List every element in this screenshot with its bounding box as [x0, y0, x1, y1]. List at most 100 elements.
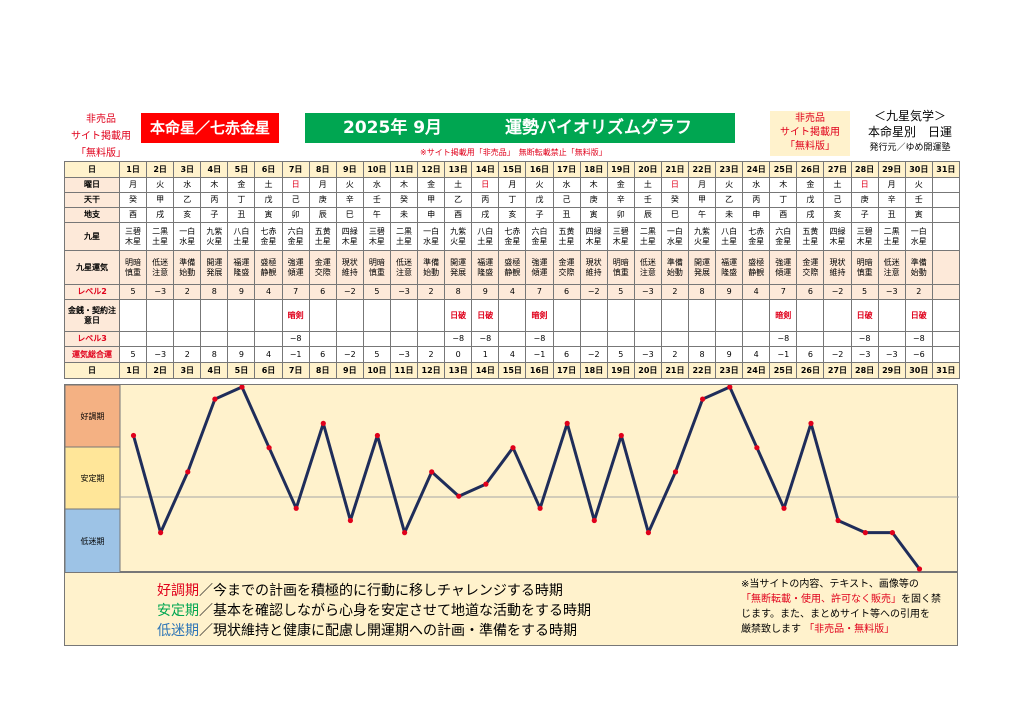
cell-line: 低迷 [883, 257, 900, 267]
cell-unki: 金運 交際 [552, 250, 581, 285]
cell-line: 交際 [314, 267, 331, 277]
cell-chishi: 午 [362, 207, 391, 223]
cell-days: 22日 [687, 161, 717, 178]
cell-line: 準備 [910, 257, 927, 267]
data-point [618, 432, 624, 439]
cell-weekday: 土 [633, 177, 662, 193]
cell-tenkan: 壬 [362, 192, 391, 208]
cell-days: 14日 [471, 362, 500, 379]
row-total: 運気総合運 5 −3 2 8 9 4 −1 6 −2 5 −3 2 0 1 4 −1 6 −2 5 −3 2 8 9 4 −1 6−… [64, 346, 960, 363]
cell-days: 17日 [552, 362, 581, 379]
row-label: 日 [64, 161, 120, 178]
cell-unki: 現状 維持 [579, 250, 608, 285]
cell-chishi: 寅 [254, 207, 283, 223]
cell-line: 強運 [531, 257, 548, 267]
fortune-table: 日 1日 2日 3日 4日 5日 6日 7日 8日 9日 10日 11日 12日 13日 14日 15日 16日… [64, 161, 960, 379]
data-point [185, 469, 191, 475]
label-line: 「無料版」 [785, 141, 835, 152]
cell-kinsen [308, 299, 337, 332]
stable-label: 安定期 [157, 603, 199, 619]
cell-unki: 現状 維持 [335, 250, 364, 285]
cell-total: 1 [471, 346, 500, 363]
cell-days: 11日 [389, 161, 419, 178]
cell-days: 7日 [281, 161, 310, 178]
cell-total: 2 [660, 346, 689, 363]
cell-tenkan: 癸 [389, 192, 419, 208]
label-line: サイト掲載用 [71, 131, 131, 142]
cell-line: 始動 [179, 267, 196, 277]
cell-chishi: 酉 [769, 207, 798, 223]
cell-line: 開運 [450, 257, 467, 267]
cell-kinsen: 暗剣 [281, 299, 310, 332]
cell-line: 六白 [287, 226, 304, 236]
data-point [564, 420, 570, 426]
cell-kinsen [118, 299, 148, 332]
cell-tenkan: 庚 [850, 192, 879, 208]
cell-kyusei: 六白 金星 [525, 222, 554, 251]
cell-kyusei: 九紫 火星 [444, 222, 473, 251]
row-tenkan: 天干癸甲乙丙丁戊己庚辛壬癸甲乙丙丁戊己庚辛壬癸甲乙丙丁戊己庚辛壬 [64, 192, 960, 208]
cell-kyusei: 二黒 土星 [389, 222, 419, 251]
cell-kyusei: 二黒 土星 [877, 222, 906, 251]
cell-line: 準備 [666, 257, 683, 267]
cell-chishi: 酉 [118, 207, 148, 223]
cell-level2: 5 [118, 284, 148, 300]
row-unki: 九星運気 明暗 慎重 低迷 注意 準備 始動 開運 発展 福運 隆盛 盛極 静観 強運 傾運 金運 交際 現状 維持… [64, 250, 960, 285]
data-point [402, 530, 408, 536]
row-days: 日 1日 2日 3日 4日 5日 6日 7日 8日 9日 10日 11日 12日 13日 14日 15日 16日… [64, 161, 960, 178]
row-chishi: 地支酉戌亥子丑寅卯辰巳午未申酉戌亥子丑寅卯辰巳午未申酉戌亥子丑寅 [64, 207, 960, 223]
series-line [132, 385, 921, 570]
cell-unki: 盛極 静観 [498, 250, 527, 285]
cell-kinsen [417, 299, 446, 332]
cell-unki: 明暗 慎重 [362, 250, 391, 285]
cell-days: 6日 [254, 362, 283, 379]
cell-weekday: 金 [227, 177, 256, 193]
cell-unki: 開運 発展 [687, 250, 717, 285]
cell-unki: 準備 始動 [660, 250, 689, 285]
cell-unki: 福運 隆盛 [471, 250, 500, 285]
stable-text: ／基本を確認しながら心身を安定させて地道な活動をする時期 [199, 603, 591, 619]
low-label: 低迷期 [157, 623, 199, 639]
cell-total: −3 [633, 346, 662, 363]
cell-level2: 6 [796, 284, 825, 300]
copy-line-red: 「無断転載・使用、許可なく販売」 [741, 594, 901, 605]
cell-level3 [877, 331, 906, 347]
cell-kinsen [715, 299, 744, 332]
cell-chishi: 戌 [471, 207, 500, 223]
cell-kyusei: 九紫 火星 [687, 222, 717, 251]
cell-days: 29日 [877, 161, 906, 178]
cell-total: 6 [796, 346, 825, 363]
cell-line: 三碧 [612, 226, 629, 236]
cell-total: 2 [173, 346, 202, 363]
cell-level2: −2 [335, 284, 364, 300]
cell-unki: 金運 交際 [796, 250, 825, 285]
cell-days: 16日 [525, 362, 554, 379]
cell-level2: 2 [173, 284, 202, 300]
cell-level3 [362, 331, 391, 347]
cell-level3 [579, 331, 608, 347]
cell-line: 六白 [531, 226, 548, 236]
cell-kinsen: 暗剣 [769, 299, 798, 332]
band-label: 好調期 [81, 411, 105, 421]
cell-line: 盛極 [748, 257, 765, 267]
cell-line: 始動 [910, 267, 927, 277]
cell-weekday: 土 [254, 177, 283, 193]
cell-days: 10日 [362, 161, 391, 178]
cell-tenkan: 丁 [498, 192, 527, 208]
cell-tenkan: 己 [552, 192, 581, 208]
cell-total: −3 [877, 346, 906, 363]
cell-kyusei: 一白 水星 [660, 222, 689, 251]
good-text: ／今までの計画を積極的に行動に移しチャレンジする時期 [199, 583, 563, 599]
cell-weekday: 金 [796, 177, 825, 193]
cell-days: 21日 [660, 161, 689, 178]
cell-level3: −8 [444, 331, 473, 347]
cell-tenkan: 乙 [173, 192, 202, 208]
cell-kinsen [579, 299, 608, 332]
cell-total: −2 [579, 346, 608, 363]
cell-line: 注意 [883, 267, 900, 277]
cell-line: 土星 [395, 236, 412, 246]
row-weekday: 曜日月火水木金土日月火水木金土日月火水木金土日月火水木金土日月火 [64, 177, 960, 193]
legend-low: 低迷期／現状維持と健康に配慮し開運期への計画・準備をする時期 [157, 621, 591, 641]
cell-total: −1 [769, 346, 798, 363]
cell-line: 金星 [748, 236, 765, 246]
